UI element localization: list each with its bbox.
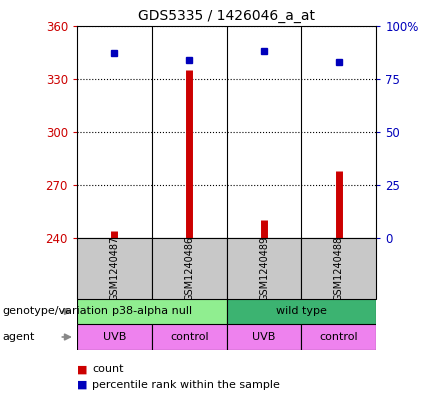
Text: GSM1240488: GSM1240488 bbox=[334, 236, 344, 301]
Text: wild type: wild type bbox=[276, 307, 327, 316]
Bar bbox=[227, 324, 301, 350]
Text: GSM1240486: GSM1240486 bbox=[184, 236, 194, 301]
Text: count: count bbox=[92, 364, 124, 375]
Bar bbox=[152, 238, 227, 299]
Text: genotype/variation: genotype/variation bbox=[2, 307, 108, 316]
Text: GSM1240489: GSM1240489 bbox=[259, 236, 269, 301]
Bar bbox=[227, 299, 376, 324]
Text: control: control bbox=[319, 332, 358, 342]
Text: p38-alpha null: p38-alpha null bbox=[112, 307, 192, 316]
Bar bbox=[77, 238, 152, 299]
Text: GSM1240487: GSM1240487 bbox=[110, 235, 119, 301]
Text: control: control bbox=[170, 332, 209, 342]
Title: GDS5335 / 1426046_a_at: GDS5335 / 1426046_a_at bbox=[138, 9, 315, 23]
Bar bbox=[152, 324, 227, 350]
Text: ■: ■ bbox=[77, 380, 88, 390]
Bar bbox=[227, 238, 301, 299]
Bar bbox=[77, 324, 152, 350]
Bar bbox=[301, 238, 376, 299]
Bar bbox=[301, 324, 376, 350]
Text: UVB: UVB bbox=[103, 332, 126, 342]
Bar bbox=[77, 299, 227, 324]
Text: percentile rank within the sample: percentile rank within the sample bbox=[92, 380, 280, 390]
Text: agent: agent bbox=[2, 332, 35, 342]
Text: ■: ■ bbox=[77, 364, 88, 375]
Text: UVB: UVB bbox=[252, 332, 276, 342]
